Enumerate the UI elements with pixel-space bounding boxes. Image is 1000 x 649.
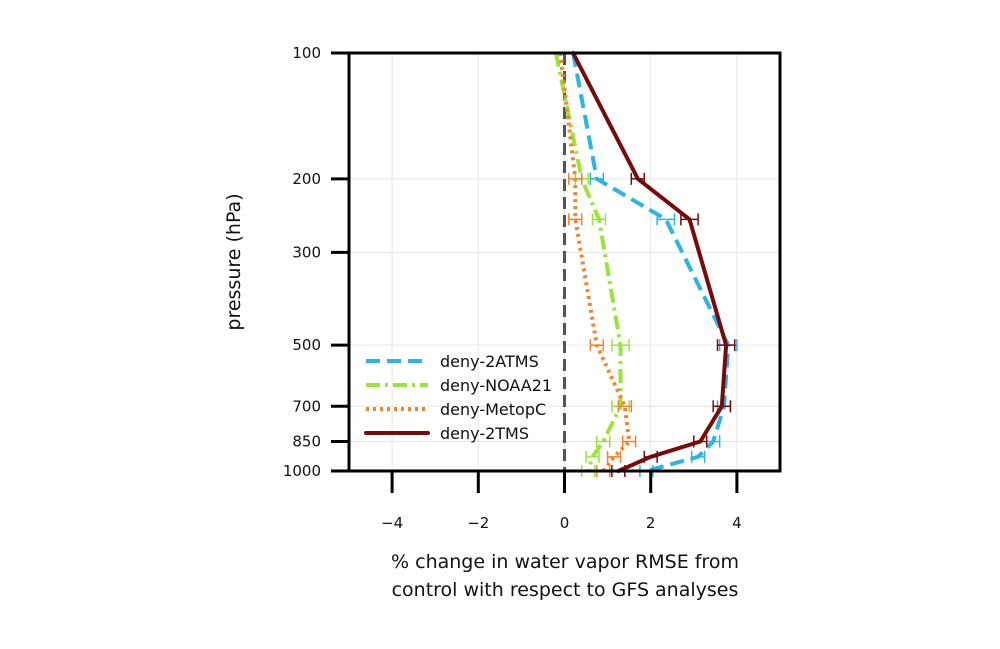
- series-line-deny-MetopC: [558, 52, 632, 473]
- x-tick-label: 4: [732, 514, 742, 532]
- series-deny-2ATMS: [571, 52, 738, 477]
- y-tick-label: 200: [292, 170, 321, 188]
- x-axis-title-line-2: control with respect to GFS analyses: [392, 579, 739, 601]
- series-line-deny-2TMS: [571, 51, 729, 473]
- y-tick-label: 100: [292, 44, 321, 62]
- legend-label-deny-MetopC: deny-MetopC: [440, 400, 546, 419]
- x-tick-label: 2: [646, 514, 656, 532]
- y-tick-label: 300: [292, 243, 321, 261]
- axis-ticks: [331, 51, 739, 493]
- y-axis-title: pressure (hPa): [223, 193, 245, 330]
- y-tick-label: 850: [292, 432, 321, 450]
- x-tick-label: −4: [381, 514, 403, 532]
- legend-label-deny-2ATMS: deny-2ATMS: [440, 352, 539, 371]
- series-deny-MetopC: [558, 52, 637, 477]
- y-tick-label: 500: [292, 336, 321, 354]
- legend-label-deny-2TMS: deny-2TMS: [440, 424, 529, 443]
- x-tick-label: −2: [467, 514, 489, 532]
- axis-tick-labels: −4 −2 0 2 4 100 200 300 500 700 850 1000: [283, 44, 742, 532]
- legend-label-deny-NOAA21: deny-NOAA21: [440, 376, 552, 395]
- y-tick-label: 1000: [283, 462, 321, 480]
- series-deny-2TMS: [571, 51, 736, 477]
- y-tick-label: 700: [292, 397, 321, 415]
- x-tick-label: 0: [560, 514, 570, 532]
- series-line-deny-NOAA21: [553, 52, 623, 472]
- legend: deny-2ATMS deny-NOAA21 deny-MetopC deny-2TM…: [364, 352, 552, 443]
- series-layer: [553, 51, 738, 477]
- x-axis-title-line-1: % change in water vapor RMSE from: [391, 551, 739, 573]
- series-line-deny-2ATMS: [571, 52, 731, 473]
